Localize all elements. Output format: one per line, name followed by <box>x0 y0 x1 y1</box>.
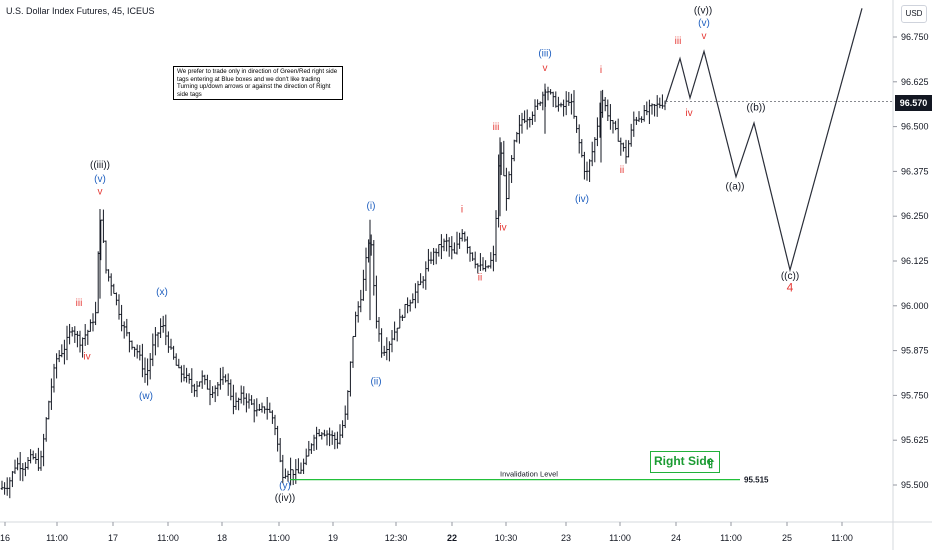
x-tick-label: 11:00 <box>720 533 742 543</box>
wave-label: iii <box>493 122 500 133</box>
wave-labels: ((iii))(v)viiiiv(x)(w)(y)((iv))(i)(ii)ii… <box>76 0 800 504</box>
y-tick-label: 96.250 <box>901 211 929 221</box>
time-axis: 16 11:00 17 11:00 18 11:00 19 12:30 22 10:30 23 11:… <box>0 522 853 543</box>
x-tick-label: 12:30 <box>385 533 408 543</box>
currency-button[interactable]: USD <box>901 5 927 23</box>
wave-label: iii <box>76 298 83 309</box>
wave-label: ((c)) <box>781 271 799 282</box>
y-tick-label: 96.125 <box>901 256 929 266</box>
x-tick-label: 11:00 <box>46 533 68 543</box>
wave-label: v <box>702 31 707 42</box>
y-tick-label: 95.500 <box>901 480 929 490</box>
x-tick-label: 11:00 <box>609 533 631 543</box>
invalidation-value: 95.515 <box>744 476 769 485</box>
wave-label: v <box>543 63 548 74</box>
y-tick-label: 96.625 <box>901 77 929 87</box>
current-price-tag: 96.570 <box>895 95 932 111</box>
x-tick-label: 17 <box>108 533 118 543</box>
y-tick-label: 96.500 <box>901 122 929 132</box>
x-tick-label: 11:00 <box>831 533 853 543</box>
wave-label: ii <box>478 273 482 284</box>
x-tick-label: 23 <box>561 533 571 543</box>
x-tick-label: 19 <box>328 533 338 543</box>
x-tick-label: 16 <box>0 533 10 543</box>
right-side-tag: Right Side ⇧ <box>650 451 720 473</box>
x-tick-label: 11:00 <box>157 533 179 543</box>
x-tick-label: 25 <box>782 533 792 543</box>
wave-label: 4 <box>787 280 794 294</box>
wave-label: iv <box>685 108 692 119</box>
wave-label: ii <box>620 165 624 176</box>
up-arrow-icon: ⇧ <box>705 456 716 471</box>
wave-label: (ii) <box>370 377 381 388</box>
wave-label: iii <box>675 36 682 47</box>
wave-label: iv <box>83 352 90 363</box>
wave-label: ((iv)) <box>275 493 296 504</box>
x-tick-label: 11:00 <box>268 533 290 543</box>
price-candles <box>0 83 667 499</box>
y-tick-label: 95.625 <box>901 435 929 445</box>
trading-note: We prefer to trade only in direction of … <box>173 66 343 100</box>
invalidation-line: Invalidation Level 95.515 <box>290 470 769 485</box>
wave-label: (x) <box>156 287 168 298</box>
wave-label: v <box>98 187 103 198</box>
wave-label: (y) <box>279 481 291 492</box>
y-tick-label: 95.750 <box>901 390 929 400</box>
invalidation-label: Invalidation Level <box>500 470 558 479</box>
wave-label: (iv) <box>575 194 589 205</box>
wave-label: 3 <box>701 0 708 2</box>
wave-label: (v) <box>94 174 106 185</box>
wave-label: ((a)) <box>726 181 745 192</box>
x-tick-label: 24 <box>671 533 681 543</box>
wave-label: (iii) <box>538 49 551 60</box>
wave-label: i <box>600 65 602 76</box>
wave-label: ((b)) <box>747 102 766 113</box>
wave-label: (w) <box>139 391 153 402</box>
y-tick-label: 95.875 <box>901 346 929 356</box>
projection-line <box>665 8 863 273</box>
chart-title: U.S. Dollar Index Futures, 45, ICEUS <box>6 6 155 16</box>
wave-label: ((v)) <box>694 6 712 17</box>
x-tick-label: 22 <box>447 533 457 543</box>
y-tick-label: 96.000 <box>901 301 929 311</box>
projection-path <box>665 8 893 273</box>
wave-label: ((iii)) <box>90 160 110 171</box>
wave-label: (v) <box>698 18 710 29</box>
x-tick-label: 10:30 <box>495 533 518 543</box>
y-tick-label: 96.750 <box>901 32 929 42</box>
y-tick-label: 96.375 <box>901 166 929 176</box>
wave-label: (i) <box>367 201 376 212</box>
wave-label: i <box>461 205 463 216</box>
wave-label: iv <box>499 223 506 234</box>
x-tick-label: 18 <box>217 533 227 543</box>
price-axis: 96.750 96.625 96.500 96.375 96.250 96.125 96.0… <box>893 32 929 490</box>
right-side-label: Right Side <box>654 454 714 468</box>
